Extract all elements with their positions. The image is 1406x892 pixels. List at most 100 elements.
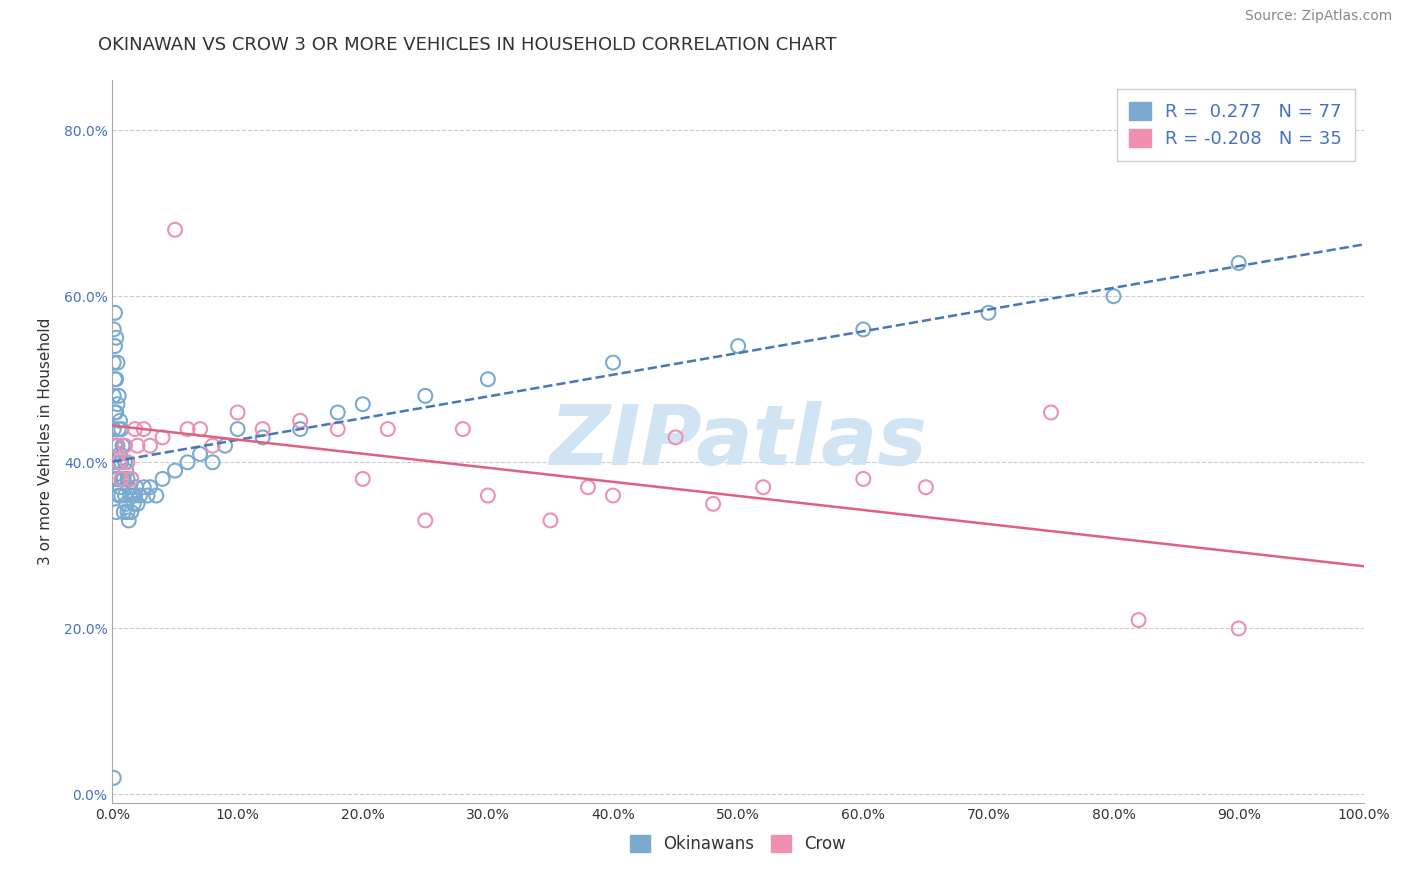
Point (352, 397, 374, 411)
Point (326, 422, 349, 436)
Point (132, 480, 155, 494)
Point (103, 422, 125, 436)
Point (107, 455, 129, 469)
Point (104, 339, 127, 353)
Point (977, 306, 1000, 320)
Point (176, 455, 198, 469)
Point (108, 447, 131, 461)
Point (114, 455, 136, 469)
Point (107, 422, 129, 436)
Point (110, 472, 132, 486)
Point (104, 405, 127, 419)
Text: ZIPatlas: ZIPatlas (550, 401, 927, 482)
Point (121, 489, 143, 503)
Point (107, 472, 129, 486)
Point (114, 439, 136, 453)
Point (105, 331, 128, 345)
Point (107, 439, 129, 453)
Point (1128, 613, 1150, 627)
Point (602, 356, 624, 370)
Point (451, 422, 474, 436)
Point (145, 489, 167, 503)
Point (110, 422, 132, 436)
Point (152, 430, 174, 444)
Point (214, 439, 236, 453)
Point (752, 480, 775, 494)
Point (118, 489, 141, 503)
Point (120, 472, 142, 486)
Point (103, 455, 125, 469)
Point (477, 372, 499, 386)
Point (105, 505, 128, 519)
Point (163, 223, 186, 237)
Point (104, 439, 127, 453)
Point (105, 372, 128, 386)
Point (110, 455, 132, 469)
Point (117, 505, 139, 519)
Point (176, 422, 198, 436)
Point (252, 422, 274, 436)
Point (152, 472, 174, 486)
Point (124, 489, 146, 503)
Point (120, 472, 142, 486)
Point (132, 422, 155, 436)
Point (139, 439, 162, 453)
Point (107, 397, 129, 411)
Point (104, 306, 127, 320)
Point (201, 439, 224, 453)
Point (117, 472, 139, 486)
Point (852, 472, 875, 486)
Point (538, 513, 561, 527)
Point (163, 464, 186, 478)
Point (114, 489, 136, 503)
Point (104, 472, 127, 486)
Point (413, 513, 436, 527)
Point (118, 513, 141, 527)
Text: OKINAWAN VS CROW 3 OR MORE VEHICLES IN HOUSEHOLD CORRELATION CHART: OKINAWAN VS CROW 3 OR MORE VEHICLES IN H… (98, 36, 837, 54)
Point (290, 422, 312, 436)
Point (576, 480, 599, 494)
Point (107, 389, 129, 403)
Point (201, 455, 224, 469)
Point (226, 405, 249, 419)
Point (125, 480, 148, 494)
Point (1102, 289, 1125, 303)
Point (108, 480, 131, 494)
Point (290, 414, 312, 428)
Point (252, 430, 274, 444)
Point (127, 439, 149, 453)
Point (122, 497, 145, 511)
Point (115, 464, 138, 478)
Point (129, 489, 152, 503)
Point (112, 505, 135, 519)
Point (105, 472, 128, 486)
Text: Source: ZipAtlas.com: Source: ZipAtlas.com (1244, 9, 1392, 23)
Point (727, 339, 749, 353)
Point (139, 480, 162, 494)
Point (1039, 405, 1063, 419)
Point (111, 472, 134, 486)
Point (915, 480, 938, 494)
Point (115, 497, 138, 511)
Point (111, 439, 134, 453)
Point (104, 372, 127, 386)
Point (602, 489, 624, 503)
Point (124, 422, 146, 436)
Point (326, 405, 349, 419)
Point (188, 447, 211, 461)
Point (108, 414, 131, 428)
Point (110, 489, 132, 503)
Point (1227, 621, 1250, 635)
Point (103, 771, 125, 785)
Point (117, 455, 139, 469)
Point (702, 497, 724, 511)
Point (105, 439, 128, 453)
Point (112, 472, 135, 486)
Y-axis label: 3 or more Vehicles in Household: 3 or more Vehicles in Household (38, 318, 52, 566)
Point (226, 422, 249, 436)
Point (103, 389, 125, 403)
Point (105, 405, 128, 419)
Point (118, 480, 141, 494)
Point (188, 422, 211, 436)
Point (107, 489, 129, 503)
